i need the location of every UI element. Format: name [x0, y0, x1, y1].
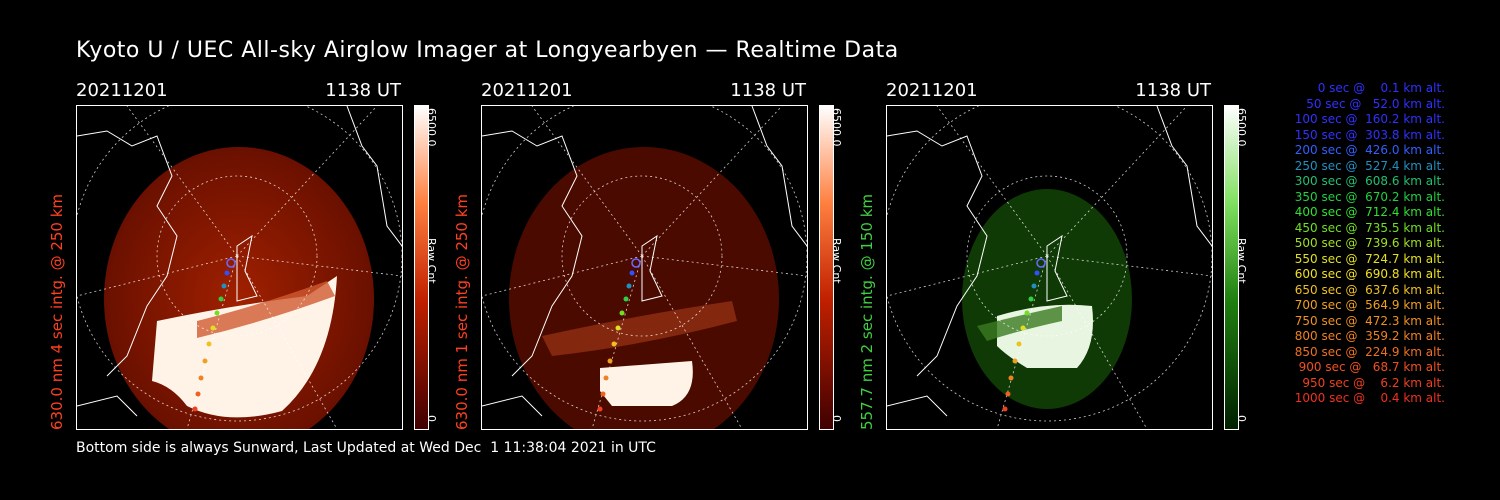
- trajectory: [192, 258, 236, 412]
- coastlines: [887, 106, 1212, 417]
- legend-item: 750 sec @ 472.3 km alt.: [1294, 313, 1445, 328]
- colorbar-unit: Raw Cnt: [830, 238, 843, 284]
- trajectory: [597, 258, 641, 412]
- colorbar-min: 0: [830, 415, 843, 422]
- legend-item: 700 sec @ 564.9 km alt.: [1294, 298, 1445, 312]
- sky-image-svg: [482, 106, 807, 429]
- panel-date: 20211201: [76, 80, 168, 101]
- legend-item: 850 sec @ 224.9 km alt.: [1294, 344, 1445, 359]
- panel-date: 20211201: [481, 80, 573, 101]
- colorbar: [819, 105, 834, 430]
- colorbar-min: 0: [425, 415, 438, 422]
- wavelength-label: 557.7 nm 2 sec intg. @ 150 km: [858, 193, 876, 430]
- sky-image: [886, 105, 1213, 430]
- legend-item: 650 sec @ 637.6 km alt.: [1294, 282, 1445, 297]
- legend-item: 800 sec @ 359.2 km alt.: [1294, 329, 1445, 343]
- legend-item: 550 sec @ 724.7 km alt.: [1294, 251, 1445, 266]
- legend-item: 100 sec @ 160.2 km alt.: [1294, 112, 1445, 126]
- page-title: Kyoto U / UEC All-sky Airglow Imager at …: [76, 38, 899, 63]
- panel-time: 1138 UT: [1135, 80, 1211, 101]
- aurora-region: [152, 276, 337, 418]
- panel-557-2s: 20211201 1138 UT: [858, 80, 1296, 430]
- legend-item: 250 sec @ 527.4 km alt.: [1294, 158, 1445, 173]
- legend-item: 350 sec @ 670.2 km alt.: [1294, 189, 1445, 204]
- sky-image: [76, 105, 403, 430]
- panel-630-1s: 20211201 1138 UT: [453, 80, 891, 430]
- trajectory-legend: 0 sec @ 0.1 km alt. 50 sec @ 52.0 km alt.…: [1245, 81, 1445, 407]
- panel-time: 1138 UT: [325, 80, 401, 101]
- colorbar: [1224, 105, 1239, 430]
- legend-item: 0 sec @ 0.1 km alt.: [1317, 81, 1445, 95]
- sky-image: [481, 105, 808, 430]
- legend-item: 400 sec @ 712.4 km alt.: [1294, 205, 1445, 219]
- legend-item: 1000 sec @ 0.4 km alt.: [1294, 391, 1445, 405]
- colorbar-max: 6500.0: [425, 108, 438, 147]
- lat-lon-grid: [887, 106, 1212, 429]
- lat-lon-grid: [77, 106, 402, 429]
- coastlines: [482, 106, 807, 417]
- colorbar: [414, 105, 429, 430]
- footer-note: Bottom side is always Sunward, Last Upda…: [76, 440, 656, 456]
- legend-item: 900 sec @ 68.7 km alt.: [1298, 360, 1445, 374]
- colorbar-min: 0: [1235, 415, 1248, 422]
- coastlines: [77, 106, 402, 417]
- legend-item: 450 sec @ 735.5 km alt.: [1294, 220, 1445, 235]
- sky-image-svg: [77, 106, 402, 429]
- sky-image-svg: [887, 106, 1212, 429]
- colorbar-unit: Raw Cnt: [425, 238, 438, 284]
- legend-item: 200 sec @ 426.0 km alt.: [1294, 143, 1445, 157]
- legend-item: 950 sec @ 6.2 km alt.: [1302, 375, 1445, 390]
- aurora-region: [600, 361, 693, 406]
- panel-630-4s: 20211201 1138 UT: [48, 80, 486, 430]
- sky-disk: [509, 147, 779, 429]
- colorbar-max: 6500.0: [830, 108, 843, 147]
- legend-item: 600 sec @ 690.8 km alt.: [1294, 267, 1445, 281]
- wavelength-label: 630.0 nm 4 sec intg. @ 250 km: [48, 193, 66, 430]
- legend-item: 50 sec @ 52.0 km alt.: [1306, 96, 1445, 111]
- panel-time: 1138 UT: [730, 80, 806, 101]
- legend-item: 150 sec @ 303.8 km alt.: [1294, 127, 1445, 142]
- wavelength-label: 630.0 nm 1 sec intg. @ 250 km: [453, 193, 471, 430]
- trajectory: [1002, 258, 1046, 412]
- legend-item: 500 sec @ 739.6 km alt.: [1294, 236, 1445, 250]
- lat-lon-grid: [482, 106, 807, 429]
- panel-date: 20211201: [886, 80, 978, 101]
- legend-item: 300 sec @ 608.6 km alt.: [1294, 174, 1445, 188]
